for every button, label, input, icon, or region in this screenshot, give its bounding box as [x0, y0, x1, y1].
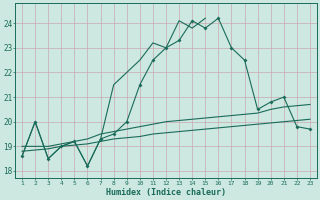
X-axis label: Humidex (Indice chaleur): Humidex (Indice chaleur) [106, 188, 226, 197]
